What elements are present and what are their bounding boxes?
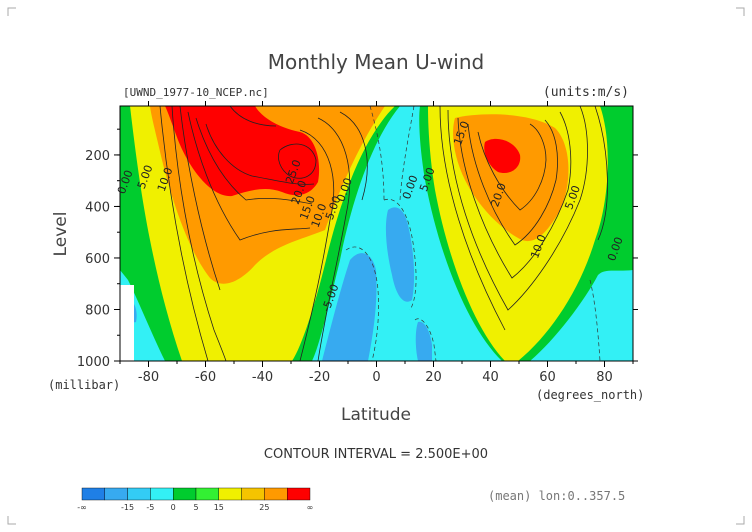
- colorbar-label: -15: [121, 503, 134, 512]
- mean-text: (mean) lon:0..357.5: [488, 489, 625, 503]
- sh-contour-9: [299, 129, 335, 361]
- contour-lines-nh: [439, 106, 608, 331]
- corner-mark-tl: [7, 7, 16, 16]
- corner-mark-bl: [7, 516, 16, 525]
- sh-contour-10: [317, 117, 350, 361]
- y-tick-label: 600: [85, 252, 110, 267]
- corner-mark-br: [736, 516, 745, 525]
- sh-contour-6: [205, 123, 315, 185]
- nh-contour-6: [594, 106, 608, 241]
- colorbar-swatch: [195, 487, 219, 501]
- sh-contour-5: [195, 117, 313, 205]
- x-tick-label: 80: [596, 370, 613, 385]
- x-tick-label: 60: [539, 370, 556, 385]
- sh-contour-4: [187, 111, 311, 241]
- colorbar-label: 25: [259, 503, 269, 512]
- nh-contour-2: [447, 106, 588, 311]
- easterly-region-1: [322, 253, 377, 361]
- x-tick-label: -60: [195, 370, 216, 385]
- chart-title: Monthly Mean U-wind: [268, 50, 484, 74]
- easterly-region-3: [415, 321, 432, 361]
- dashed-contour-5: [414, 318, 437, 361]
- colorbar-swatch: [150, 487, 174, 501]
- missing-data-patch: [120, 285, 134, 361]
- file-label: [UWND_1977-10_NCEP.nc]: [123, 86, 269, 99]
- colorbar-swatch: [81, 487, 105, 501]
- colorbar-swatch: [104, 487, 128, 501]
- x-tick-label: 40: [482, 370, 499, 385]
- dashed-contour-3: [399, 106, 415, 201]
- sh-contour-2: [171, 106, 227, 361]
- y-axis-title: Level: [51, 212, 71, 257]
- x-tick-label: -20: [309, 370, 330, 385]
- sh-contour-11: [339, 111, 368, 201]
- y-axis-unit: (millibar): [48, 378, 120, 392]
- contour-labels: 0.00 5.00 10.0 25.020.015.010.05.000.00 0.00…: [115, 119, 626, 313]
- contour-interval-text: CONTOUR INTERVAL = 2.500E+00: [264, 447, 488, 462]
- dashed-contour-4: [369, 106, 385, 201]
- y-tick-label: 400: [85, 200, 110, 215]
- x-tick-label: 0: [372, 370, 380, 385]
- dashed-contour-2: [383, 198, 417, 311]
- easterly-region-2: [385, 207, 415, 302]
- colorbar-label: ∞: [307, 503, 314, 512]
- colorbar-label: 5: [193, 503, 198, 512]
- contour-lines: [159, 106, 368, 361]
- contour-field: [120, 106, 633, 361]
- colorbar-swatch: [218, 487, 242, 501]
- corner-mark-tr: [736, 7, 745, 16]
- colorbar: -∞ -15 -5 0 5 15 25 ∞: [77, 487, 314, 512]
- axes: -80 -60 -40 -20 0 20 40 60 80 200 400 600 800 1000: [77, 101, 638, 385]
- colorbar-swatch: [264, 487, 288, 501]
- x-tick-label: 20: [425, 370, 442, 385]
- sh-contour-8: [229, 106, 277, 127]
- colorbar-label: 0: [171, 503, 176, 512]
- y-tick-label: 1000: [77, 355, 110, 370]
- nh-contour-4: [467, 119, 558, 246]
- colorbar-swatch: [127, 487, 151, 501]
- colorbar-label: 15: [214, 503, 224, 512]
- colorbar-swatch: [241, 487, 265, 501]
- colorbar-label: -∞: [77, 503, 87, 512]
- y-tick-label: 200: [85, 149, 110, 164]
- x-axis-unit: (degrees_north): [536, 388, 644, 402]
- units-label: (units:m/s): [543, 85, 629, 100]
- sh-contour-3: [179, 106, 221, 291]
- negative-contours: [345, 106, 601, 361]
- colorbar-swatch: [287, 487, 311, 501]
- colorbar-swatch: [172, 487, 197, 501]
- y-tick-label: 800: [85, 303, 110, 318]
- sh-red-core: [165, 106, 320, 197]
- nh-red-core: [484, 138, 521, 174]
- sh-contour-1: [159, 106, 209, 361]
- x-tick-label: -80: [138, 370, 159, 385]
- x-tick-label: -40: [252, 370, 273, 385]
- nh-contour-3: [457, 111, 572, 279]
- dashed-contour-6: [589, 279, 601, 361]
- x-axis-title: Latitude: [341, 405, 411, 425]
- colorbar-label: -5: [146, 503, 154, 512]
- nh-contour-1: [439, 106, 506, 331]
- sh-contour-7: [278, 143, 317, 179]
- nh-contour-5: [477, 123, 547, 211]
